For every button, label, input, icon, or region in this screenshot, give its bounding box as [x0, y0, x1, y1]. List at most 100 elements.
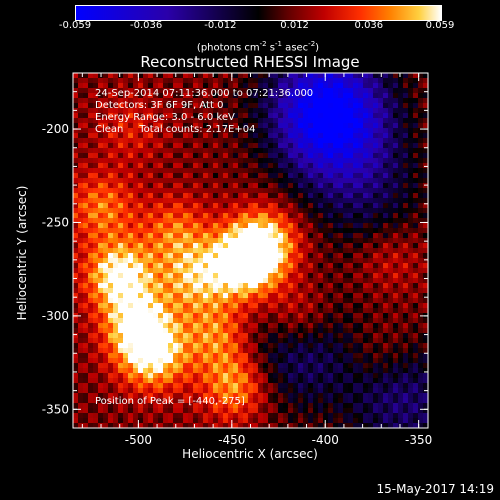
heatmap-cell	[178, 193, 184, 199]
heatmap-cell	[408, 298, 414, 304]
heatmap-cell	[283, 258, 289, 264]
heatmap-cell	[283, 98, 289, 104]
heatmap-cell	[218, 183, 224, 189]
heatmap-cell	[143, 353, 149, 359]
heatmap-cell	[323, 298, 329, 304]
heatmap-cell	[318, 158, 324, 164]
heatmap-cell	[358, 198, 364, 204]
heatmap-cell	[338, 143, 344, 149]
heatmap-cell	[398, 158, 404, 164]
heatmap-cell	[413, 333, 419, 339]
heatmap-cell	[133, 388, 139, 394]
heatmap-cell	[263, 268, 269, 274]
heatmap-cell	[363, 218, 369, 224]
heatmap-cell	[208, 93, 214, 99]
heatmap-cell	[213, 398, 219, 404]
heatmap-cell	[298, 178, 304, 184]
heatmap-cell	[388, 98, 394, 104]
heatmap-cell	[268, 118, 274, 124]
heatmap-cell	[278, 298, 284, 304]
heatmap-cell	[128, 248, 134, 254]
heatmap-cell	[423, 293, 429, 299]
heatmap-cell	[318, 258, 324, 264]
heatmap-cell	[333, 143, 339, 149]
heatmap-cell	[143, 123, 149, 129]
heatmap-cell	[98, 388, 104, 394]
heatmap-cell	[238, 138, 244, 144]
heatmap-cell	[213, 353, 219, 359]
heatmap-cell	[293, 98, 299, 104]
heatmap-cell	[83, 288, 89, 294]
heatmap-cell	[403, 288, 409, 294]
heatmap-cell	[393, 353, 399, 359]
heatmap-cell	[328, 148, 334, 154]
heatmap-cell	[343, 293, 349, 299]
heatmap-cell	[238, 283, 244, 289]
heatmap-cell	[423, 333, 429, 339]
heatmap-cell	[88, 368, 94, 374]
heatmap-cell	[328, 348, 334, 354]
heatmap-cell	[198, 363, 204, 369]
heatmap-cell	[288, 298, 294, 304]
heatmap-cell	[138, 323, 144, 329]
heatmap-cell	[168, 248, 174, 254]
heatmap-cell	[318, 323, 324, 329]
heatmap-cell	[173, 378, 179, 384]
heatmap-cell	[238, 268, 244, 274]
heatmap-cell	[183, 413, 189, 419]
heatmap-cell	[308, 103, 314, 109]
heatmap-cell	[363, 328, 369, 334]
heatmap-cell	[148, 343, 154, 349]
heatmap-cell	[233, 333, 239, 339]
heatmap-cell	[273, 98, 279, 104]
heatmap-cell	[278, 98, 284, 104]
heatmap-cell	[218, 348, 224, 354]
heatmap-cell	[148, 163, 154, 169]
heatmap-cell	[328, 418, 334, 424]
heatmap-cell	[243, 168, 249, 174]
heatmap-cell	[123, 228, 129, 234]
heatmap-cell	[388, 238, 394, 244]
heatmap-cell	[248, 383, 254, 389]
heatmap-cell	[228, 373, 234, 379]
heatmap-cell	[318, 183, 324, 189]
heatmap-cell	[368, 223, 374, 229]
heatmap-cell	[118, 118, 124, 124]
heatmap-cell	[378, 343, 384, 349]
heatmap-cell	[238, 128, 244, 134]
heatmap-cell	[238, 178, 244, 184]
heatmap-cell	[203, 373, 209, 379]
heatmap-cell	[383, 228, 389, 234]
heatmap-cell	[338, 198, 344, 204]
heatmap-cell	[173, 223, 179, 229]
heatmap-cell	[248, 398, 254, 404]
heatmap-cell	[268, 373, 274, 379]
heatmap-cell	[153, 333, 159, 339]
heatmap-cell	[138, 378, 144, 384]
heatmap-cell	[388, 258, 394, 264]
heatmap-cell	[123, 418, 129, 424]
heatmap-cell	[338, 403, 344, 409]
heatmap-cell	[313, 173, 319, 179]
heatmap-cell	[358, 418, 364, 424]
heatmap-cell	[123, 113, 129, 119]
heatmap-cell	[143, 78, 149, 84]
heatmap-cell	[103, 378, 109, 384]
heatmap-cell	[338, 178, 344, 184]
heatmap-cell	[283, 213, 289, 219]
heatmap-cell	[218, 283, 224, 289]
heatmap-cell	[358, 238, 364, 244]
heatmap-cell	[353, 83, 359, 89]
heatmap-cell	[403, 173, 409, 179]
heatmap-cell	[298, 303, 304, 309]
heatmap-cell	[248, 173, 254, 179]
heatmap-cell	[338, 233, 344, 239]
heatmap-cell	[333, 238, 339, 244]
heatmap-cell	[353, 383, 359, 389]
heatmap-cell	[158, 298, 164, 304]
heatmap-cell	[178, 373, 184, 379]
heatmap-cell	[113, 238, 119, 244]
heatmap-cell	[268, 103, 274, 109]
heatmap-cell	[258, 303, 264, 309]
heatmap-cell	[373, 228, 379, 234]
